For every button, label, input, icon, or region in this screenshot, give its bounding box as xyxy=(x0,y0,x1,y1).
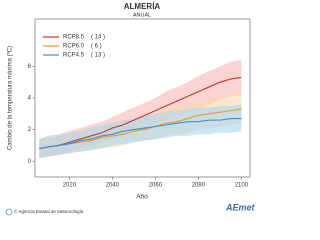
y-tick-label: 6 xyxy=(28,64,32,70)
x-tick-label: 2020 xyxy=(63,183,77,189)
x-tick-label: 2080 xyxy=(192,183,206,189)
y-tick-label: 0 xyxy=(28,159,32,165)
series-line xyxy=(39,117,242,150)
y-tick-label: 4 xyxy=(28,96,32,102)
logo: AEmet xyxy=(225,202,256,212)
legend-label: RCP4.5 xyxy=(63,53,85,59)
chart-title: ALMERÍA xyxy=(124,2,161,11)
footer: © Agencia Estatal de Meteorología xyxy=(14,208,84,214)
x-tick-label: 2060 xyxy=(149,183,163,189)
chart-subtitle: ANUAL xyxy=(133,12,151,18)
series-line xyxy=(39,76,242,150)
legend-label: RCP6.0 xyxy=(63,44,85,50)
x-tick-label: 2100 xyxy=(235,183,249,189)
x-tick-label: 2040 xyxy=(106,183,120,189)
legend-count: ( 13 ) xyxy=(91,53,105,59)
legend-count: ( 14 ) xyxy=(91,35,105,41)
y-tick-label: 2 xyxy=(28,127,32,133)
chart: ALMERÍA ANUAL Año Cambio de la temperatu… xyxy=(5,2,256,216)
footer-icon xyxy=(5,208,13,216)
y-axis-label: Cambio de la temperatura máxima (ºC) xyxy=(7,46,14,150)
legend-label: RCP8.5 xyxy=(63,35,85,41)
legend-count: ( 6 ) xyxy=(91,44,102,50)
x-axis-label: Año xyxy=(136,194,148,201)
